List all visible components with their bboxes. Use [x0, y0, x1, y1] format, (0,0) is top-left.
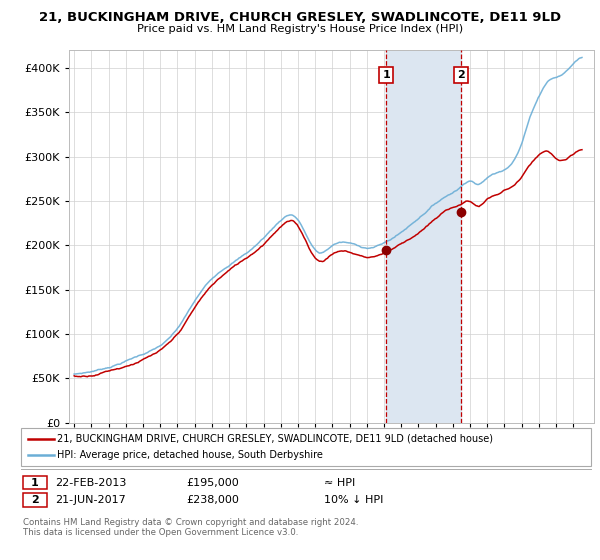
Text: 21, BUCKINGHAM DRIVE, CHURCH GRESLEY, SWADLINCOTE, DE11 9LD (detached house): 21, BUCKINGHAM DRIVE, CHURCH GRESLEY, SW… [57, 433, 493, 444]
Text: ≈ HPI: ≈ HPI [324, 478, 355, 488]
Text: £238,000: £238,000 [186, 495, 239, 505]
Text: 2: 2 [31, 495, 38, 505]
Text: 22-FEB-2013: 22-FEB-2013 [55, 478, 127, 488]
Text: Contains HM Land Registry data © Crown copyright and database right 2024.
This d: Contains HM Land Registry data © Crown c… [23, 518, 358, 538]
Text: 21, BUCKINGHAM DRIVE, CHURCH GRESLEY, SWADLINCOTE, DE11 9LD: 21, BUCKINGHAM DRIVE, CHURCH GRESLEY, SW… [39, 11, 561, 24]
Bar [386, 50, 461, 423]
Text: 1: 1 [382, 70, 390, 80]
Text: 21-JUN-2017: 21-JUN-2017 [55, 495, 126, 505]
Text: 10% ↓ HPI: 10% ↓ HPI [324, 495, 383, 505]
Text: HPI: Average price, detached house, South Derbyshire: HPI: Average price, detached house, Sout… [57, 450, 323, 460]
Text: 2: 2 [457, 70, 465, 80]
Text: 1: 1 [31, 478, 38, 488]
Text: £195,000: £195,000 [186, 478, 239, 488]
Text: Price paid vs. HM Land Registry's House Price Index (HPI): Price paid vs. HM Land Registry's House … [137, 24, 463, 34]
